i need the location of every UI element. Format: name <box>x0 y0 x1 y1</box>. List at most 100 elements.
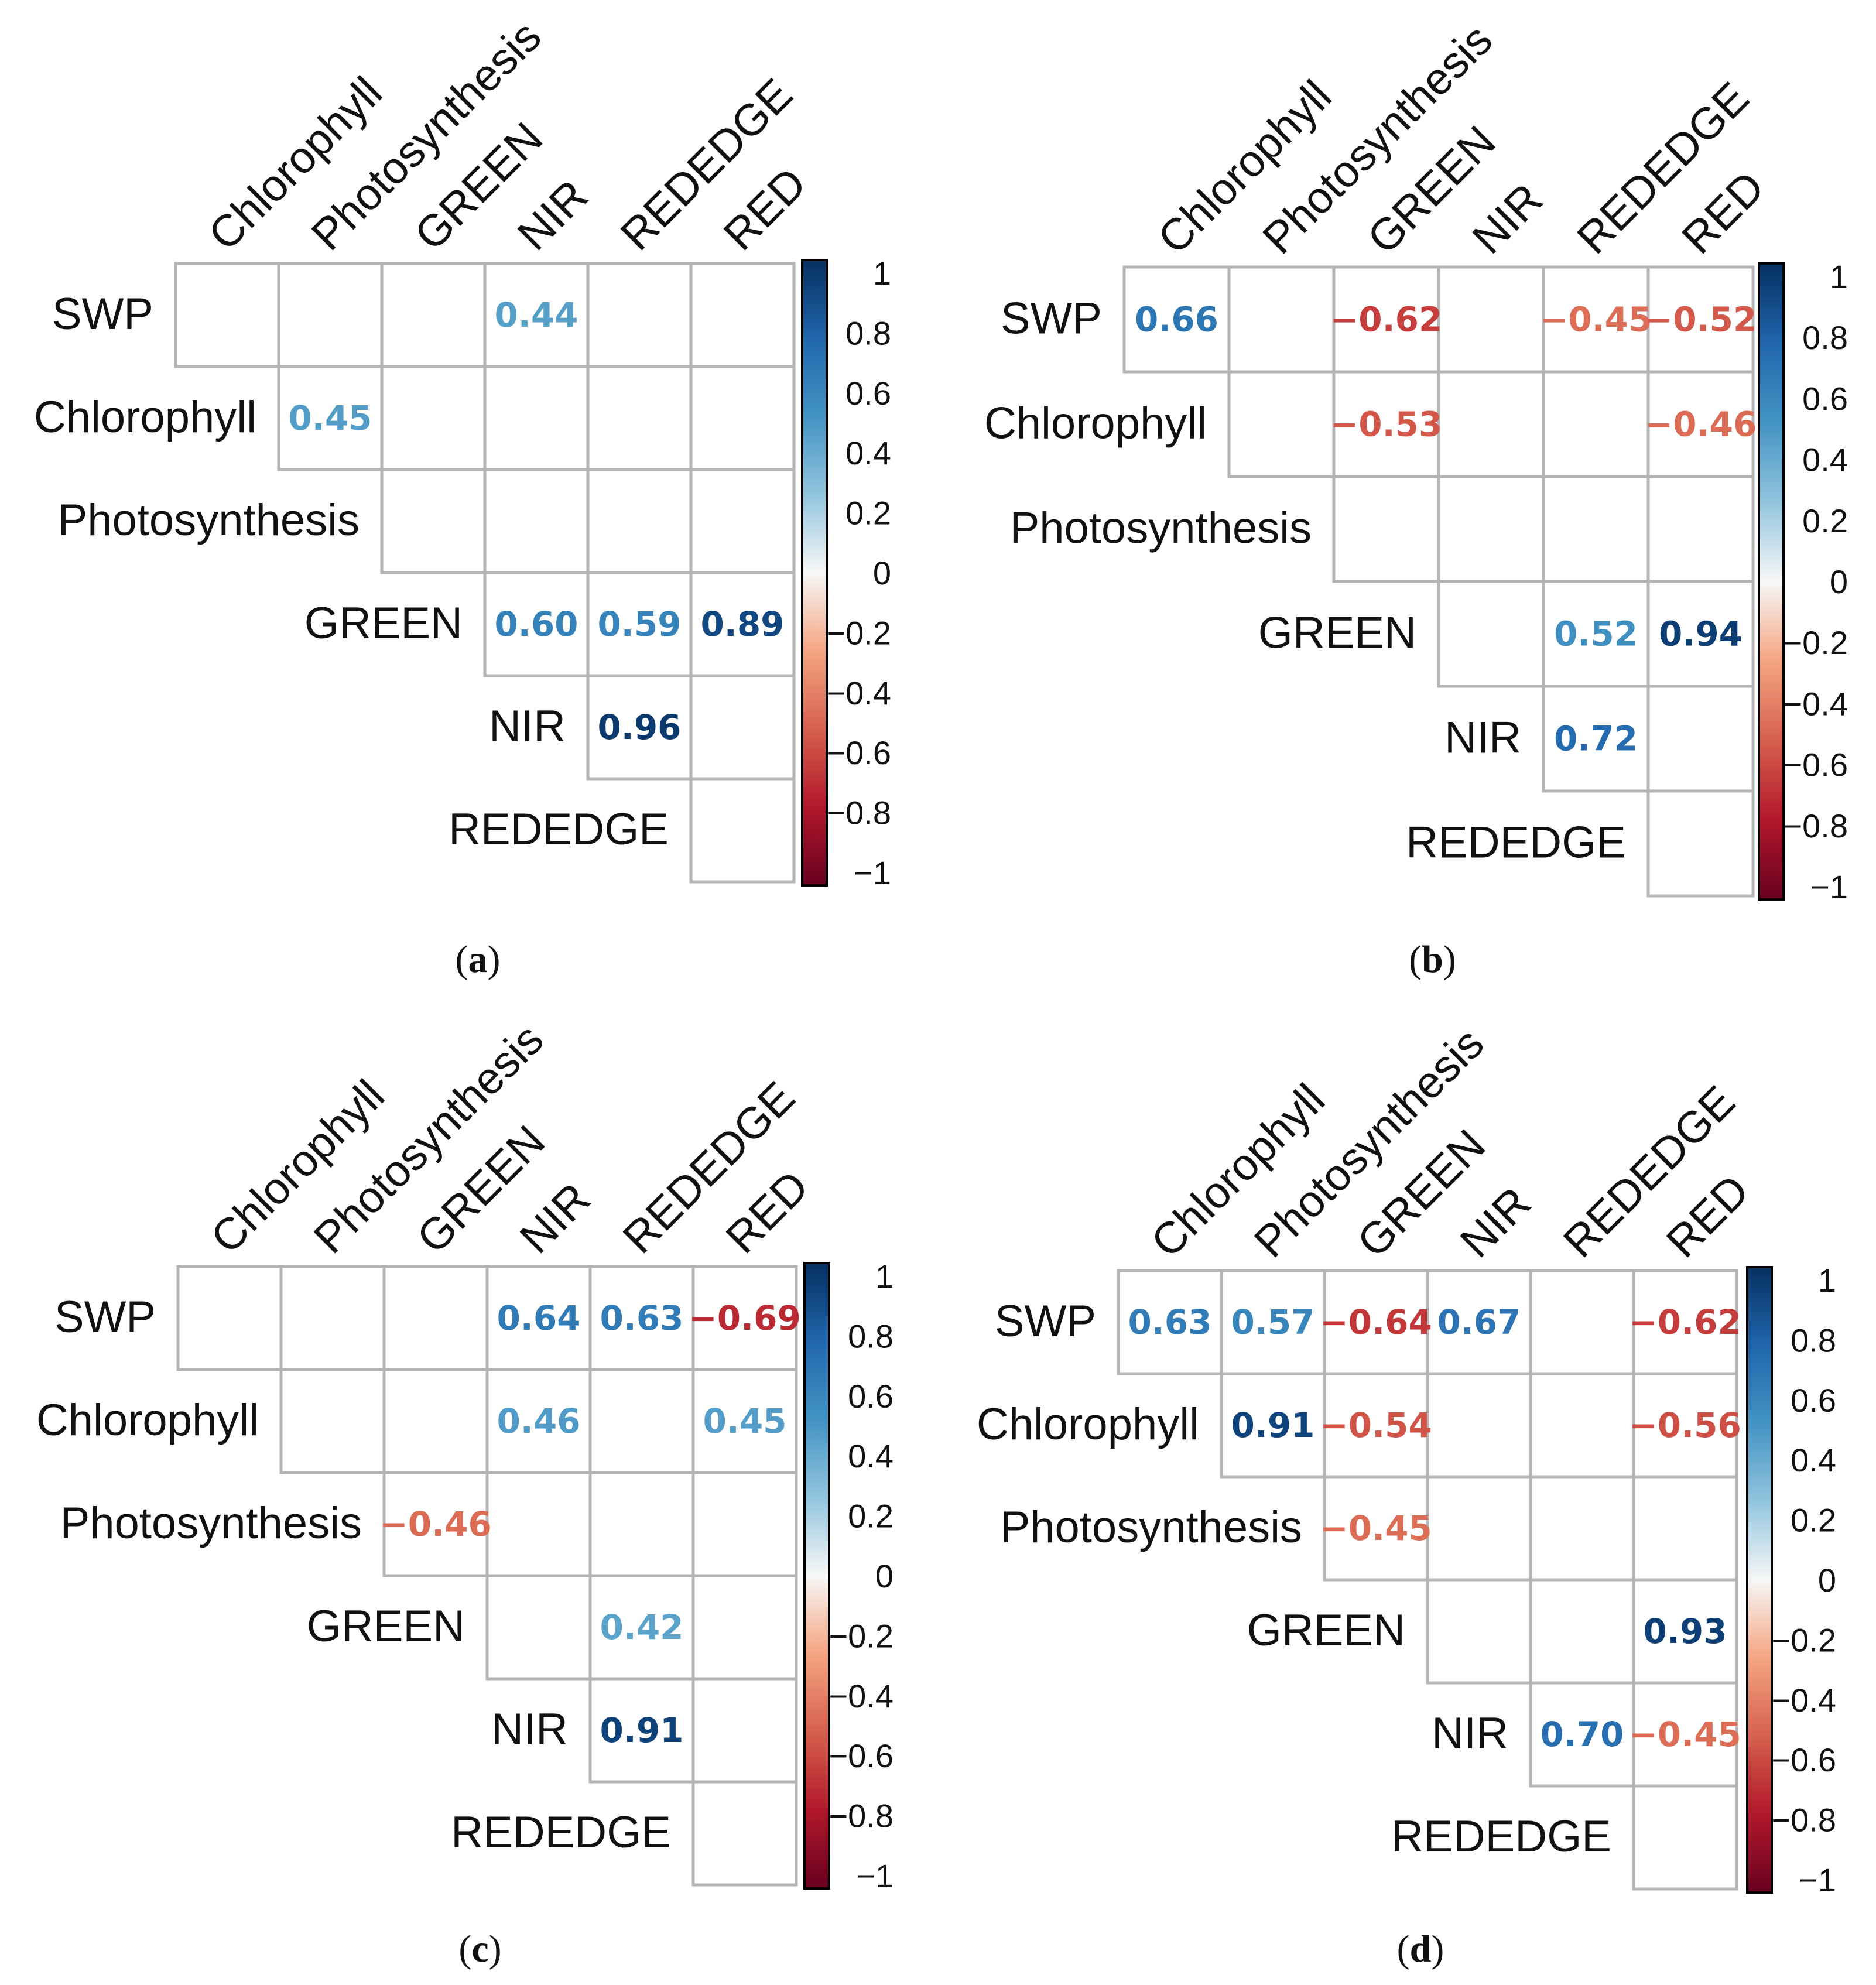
grid-cell <box>1542 370 1650 478</box>
colorbar-tick-label: 0.6 <box>848 1378 894 1415</box>
colorbar-tick-label: 0 <box>1830 563 1848 600</box>
row-label: GREEN <box>304 598 463 648</box>
row-label: Photosynthesis <box>1010 504 1312 553</box>
colorbar-tick-label: −0.6 <box>826 734 891 771</box>
colorbar-tick-label: −0.4 <box>829 1678 894 1714</box>
correlation-value: 0.89 <box>700 604 784 644</box>
row-label: REDEDGE <box>451 1808 671 1857</box>
colorbar-tick-label: −0.2 <box>1771 1621 1836 1658</box>
row-label: GREEN <box>307 1601 465 1651</box>
caption-close: ) <box>489 1928 502 1970</box>
correlation-value: 0.57 <box>1231 1302 1314 1342</box>
colorbar-tick-label: −0.8 <box>1783 807 1848 844</box>
colorbar-tick-label: 0.2 <box>1802 502 1848 539</box>
correlation-value: 0.63 <box>1128 1302 1211 1342</box>
correlation-value: −0.46 <box>1645 405 1757 444</box>
colorbar-tick-label: 0.6 <box>1802 380 1848 417</box>
grid-cell <box>380 262 487 368</box>
grid-cell <box>1646 789 1755 898</box>
correlation-value: −0.56 <box>1629 1405 1741 1445</box>
correlation-value: −0.46 <box>379 1504 492 1544</box>
correlation-value: −0.62 <box>1330 300 1443 340</box>
colorbar-tick-label: 0.4 <box>1791 1442 1836 1479</box>
colorbar-tick-label: 0.4 <box>848 1438 894 1474</box>
row-label: NIR <box>491 1705 568 1754</box>
colorbar-tick-label: 0 <box>873 555 891 591</box>
row-label: NIR <box>489 701 566 751</box>
grid-cell <box>1646 475 1755 583</box>
colorbar-tick-label: 0.6 <box>1791 1382 1836 1419</box>
colorbar-tick-label: −1 <box>1810 868 1848 905</box>
panel-caption: (a) <box>456 938 501 981</box>
grid-cell <box>689 468 796 574</box>
correlation-value: 0.70 <box>1540 1714 1624 1754</box>
grid-cell <box>380 365 487 471</box>
grid-cell <box>1332 475 1440 583</box>
colorbar-tick-label: 1 <box>873 255 891 292</box>
row-label: SWP <box>54 1292 156 1342</box>
colorbar-tick-label: 1 <box>1830 258 1848 295</box>
column-label: NIR <box>1451 1178 1540 1267</box>
correlation-value: −0.45 <box>1320 1508 1432 1548</box>
grid-cell <box>279 1265 386 1371</box>
grid-cell <box>689 777 796 884</box>
row-label: SWP <box>995 1296 1096 1346</box>
correlation-value: −0.45 <box>1629 1714 1741 1754</box>
colorbar-tick-label: −0.2 <box>829 1617 894 1654</box>
colorbar-tick-label: −0.6 <box>1783 747 1848 783</box>
correlation-value: −0.53 <box>1330 405 1443 444</box>
grid-cell <box>1542 475 1650 583</box>
colorbar-tick-label: 0.2 <box>845 495 891 532</box>
row-label: SWP <box>52 289 153 339</box>
panel-c: SWP Chlorophyll Photosynthesis GREEN NIR REDE… <box>36 1014 894 1970</box>
correlation-value: 0.72 <box>1554 719 1638 759</box>
row-label: NIR <box>1444 713 1521 763</box>
correlation-value: 0.45 <box>703 1401 786 1441</box>
grid-cell <box>382 1265 489 1371</box>
grid-cell <box>1426 1475 1532 1582</box>
colorbar-tick-label: −0.4 <box>1771 1682 1836 1719</box>
row-label: Chlorophyll <box>984 399 1207 449</box>
row-label: REDEDGE <box>449 805 669 854</box>
grid-cell <box>1426 1578 1532 1685</box>
colorbar-tick-label: −0.8 <box>829 1798 894 1835</box>
caption-close: ) <box>488 938 501 981</box>
colorbar-tick-label: 0.6 <box>845 375 891 412</box>
colorbar <box>1758 262 1785 901</box>
colorbar-tick-label: 0 <box>875 1558 894 1594</box>
caption-letter: b <box>1422 938 1443 981</box>
grid-cell <box>1529 1269 1635 1375</box>
grid-cell <box>1426 1372 1532 1479</box>
correlation-value: 0.59 <box>597 604 681 644</box>
correlation-value: 0.52 <box>1554 614 1638 654</box>
row-label: GREEN <box>1247 1606 1405 1655</box>
grid-cell <box>689 365 796 471</box>
row-label: REDEDGE <box>1391 1812 1611 1861</box>
correlation-value: 0.46 <box>497 1401 580 1441</box>
caption-open: ( <box>456 938 468 981</box>
correlation-value: −0.54 <box>1320 1405 1432 1445</box>
grid-cell <box>1529 1578 1635 1685</box>
grid-cell <box>485 1574 592 1681</box>
colorbar-tick-label: −0.4 <box>1783 685 1848 722</box>
correlation-value: 0.60 <box>494 604 578 644</box>
grid-cell <box>691 1677 798 1784</box>
caption-letter: a <box>468 938 488 981</box>
column-label: NIR <box>1463 174 1552 263</box>
colorbar-tick-label: 0.8 <box>1802 319 1848 356</box>
grid-cell <box>691 1574 798 1681</box>
colorbar <box>801 259 828 887</box>
colorbar-tick-label: 1 <box>1818 1262 1836 1299</box>
grid-cell <box>277 262 384 368</box>
grid-cell <box>1646 685 1755 793</box>
grid-cell <box>485 1471 592 1577</box>
row-label: Photosynthesis <box>60 1498 362 1548</box>
row-label: Chlorophyll <box>36 1395 259 1445</box>
grid-cell <box>1227 370 1336 478</box>
colorbar-tick-label: −0.2 <box>1783 624 1848 661</box>
correlation-value: 0.66 <box>1135 300 1218 340</box>
grid-cell <box>279 1368 386 1474</box>
colorbar <box>803 1262 830 1890</box>
correlation-value: 0.93 <box>1643 1611 1727 1651</box>
column-label: NIR <box>508 170 598 260</box>
